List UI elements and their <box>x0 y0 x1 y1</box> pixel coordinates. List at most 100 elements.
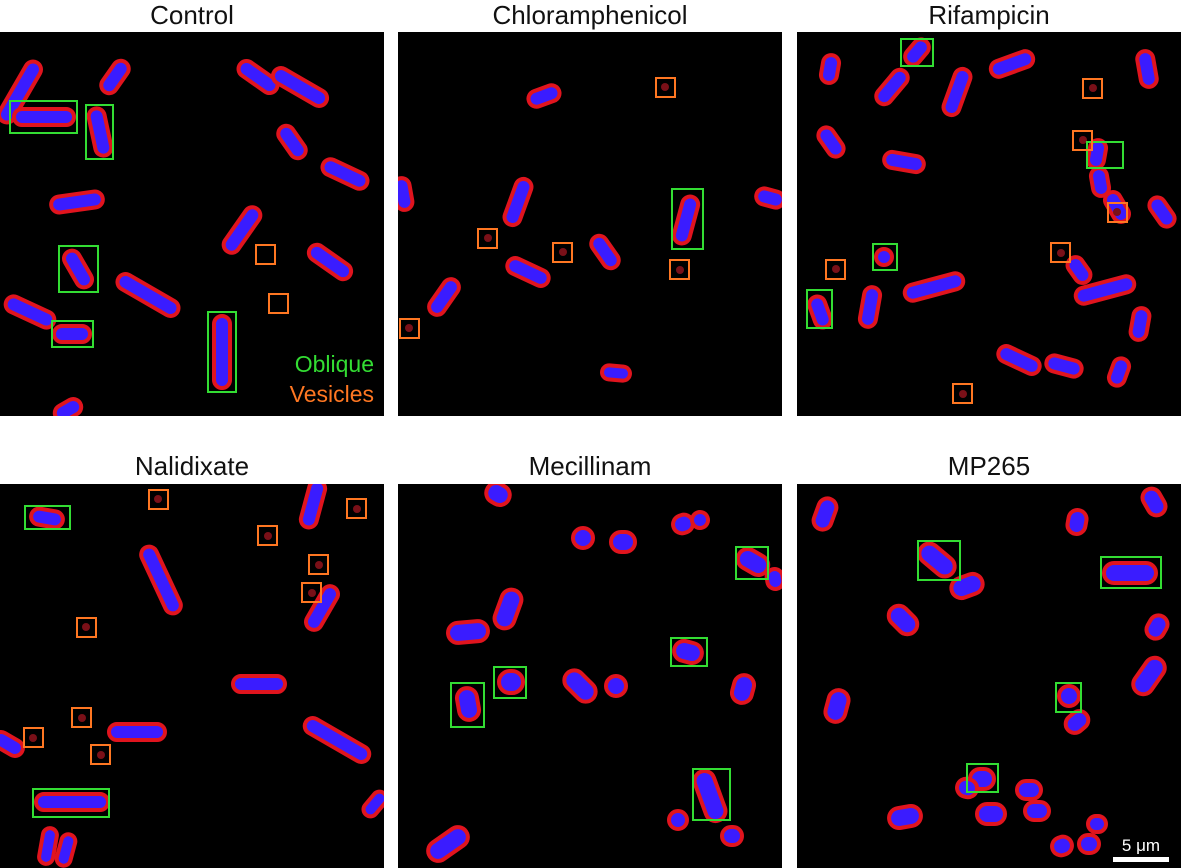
cell <box>0 730 25 758</box>
cell <box>505 256 551 288</box>
vesicle <box>484 234 492 242</box>
micrograph-rifampicin <box>797 32 1181 416</box>
oblique-box <box>671 188 704 250</box>
cell <box>754 186 782 210</box>
vesicle <box>82 623 90 631</box>
cell <box>497 669 525 695</box>
cell <box>589 233 621 271</box>
cell <box>887 803 923 831</box>
micrograph-image-control <box>0 58 370 416</box>
vesicle <box>1113 208 1121 216</box>
vesicle <box>661 83 669 91</box>
cell <box>492 587 524 631</box>
cell <box>571 526 595 550</box>
cell <box>874 67 910 107</box>
cell <box>1085 138 1109 170</box>
oblique-box <box>85 104 114 160</box>
vesicle <box>676 266 684 274</box>
vesicle <box>97 751 105 759</box>
cell <box>276 123 308 161</box>
cell <box>1102 561 1158 585</box>
cell <box>604 674 628 698</box>
cell <box>304 584 340 632</box>
cell <box>886 603 920 637</box>
panel-title-rifampicin: Rifampicin <box>928 0 1050 30</box>
vesicle-box <box>825 259 846 280</box>
micrograph-control: Oblique Vesicles <box>0 32 384 416</box>
vesicle-box <box>1050 242 1071 263</box>
cell <box>988 49 1036 79</box>
cell <box>107 722 167 742</box>
cell <box>12 107 76 127</box>
vesicle-box <box>552 242 573 263</box>
vesicle-box <box>655 77 676 98</box>
oblique-box <box>735 546 769 580</box>
cell <box>949 571 985 601</box>
cell <box>3 294 57 330</box>
cell <box>1015 779 1043 801</box>
cell <box>720 825 744 847</box>
cell <box>99 58 131 96</box>
cell <box>446 619 490 645</box>
cell <box>49 189 105 215</box>
cell <box>270 66 330 108</box>
cell <box>306 242 354 282</box>
vesicle-box <box>1107 202 1128 223</box>
cell <box>975 802 1007 826</box>
scale-bar-label: 5 μm <box>1121 836 1161 855</box>
cell <box>672 638 704 666</box>
cell <box>735 547 771 577</box>
cell <box>52 324 92 344</box>
oblique-box <box>900 38 934 67</box>
vesicle <box>832 265 840 273</box>
oblique-box <box>58 245 99 293</box>
oblique-box <box>1055 682 1082 713</box>
oblique-box <box>51 320 94 348</box>
vesicle-box <box>76 617 97 638</box>
oblique-box <box>670 637 708 667</box>
cell <box>1128 306 1152 342</box>
oblique-box <box>872 243 898 271</box>
cell <box>298 484 328 530</box>
cell <box>398 176 415 212</box>
cell <box>526 83 562 109</box>
cell <box>62 248 94 290</box>
cell <box>1147 195 1177 229</box>
cell <box>671 194 701 246</box>
cell <box>320 157 370 191</box>
cell <box>221 205 263 255</box>
cell <box>52 397 84 416</box>
cell <box>139 544 183 616</box>
vesicle <box>264 532 272 540</box>
legend-vesicles: Vesicles <box>289 381 374 407</box>
vesicle <box>1089 84 1097 92</box>
cell <box>1073 274 1137 306</box>
micrograph-image-mecillinam <box>426 484 782 863</box>
vesicle-box <box>148 489 169 510</box>
cell <box>454 686 482 722</box>
cell <box>917 541 957 579</box>
vesicle <box>78 714 86 722</box>
oblique-box <box>692 768 731 821</box>
vesicle <box>959 390 967 398</box>
panel-title-mp265: MP265 <box>947 451 1031 481</box>
micrograph-mecillinam <box>398 484 782 868</box>
cell <box>941 66 973 118</box>
vesicle <box>353 505 361 513</box>
cell <box>764 567 782 591</box>
cell <box>818 53 842 85</box>
cell <box>1135 49 1159 89</box>
vesicle-box <box>477 228 498 249</box>
cell <box>236 58 280 96</box>
cell <box>1077 833 1101 855</box>
panel-title-chloramphenicol: Chloramphenicol <box>492 0 688 30</box>
vesicle <box>405 324 413 332</box>
cell <box>811 496 839 532</box>
oblique-box <box>493 666 527 699</box>
vesicle <box>154 495 162 503</box>
cell <box>1065 508 1089 536</box>
cell <box>1140 486 1168 518</box>
micrograph-mp265: 5 μm <box>797 484 1181 868</box>
vesicle-box <box>399 318 420 339</box>
vesicle-box <box>257 525 278 546</box>
